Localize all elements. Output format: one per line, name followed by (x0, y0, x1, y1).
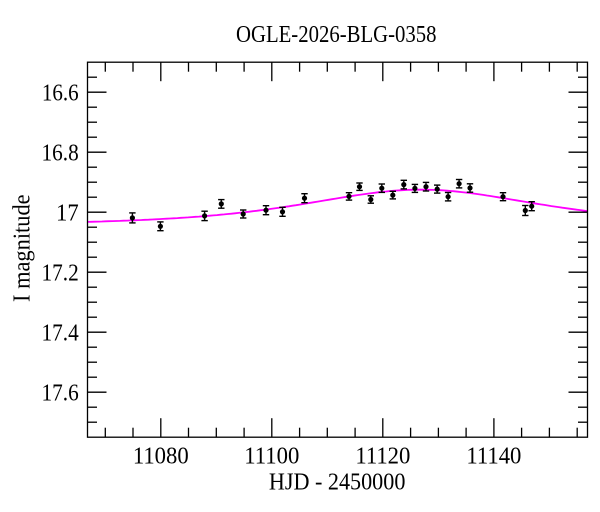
svg-text:17: 17 (56, 200, 79, 226)
svg-text:OGLE-2026-BLG-0358: OGLE-2026-BLG-0358 (236, 22, 437, 48)
svg-text:16.6: 16.6 (42, 80, 79, 106)
svg-text:11100: 11100 (244, 444, 299, 470)
svg-text:17.4: 17.4 (42, 320, 79, 346)
svg-text:17.6: 17.6 (42, 380, 79, 406)
svg-text:11120: 11120 (355, 444, 410, 470)
svg-text:11080: 11080 (133, 444, 189, 470)
svg-text:HJD - 2450000: HJD - 2450000 (269, 469, 406, 495)
svg-text:16.8: 16.8 (42, 140, 79, 166)
svg-text:17.2: 17.2 (42, 260, 79, 286)
svg-text:11140: 11140 (466, 444, 521, 470)
svg-text:I magnitude: I magnitude (10, 194, 36, 302)
